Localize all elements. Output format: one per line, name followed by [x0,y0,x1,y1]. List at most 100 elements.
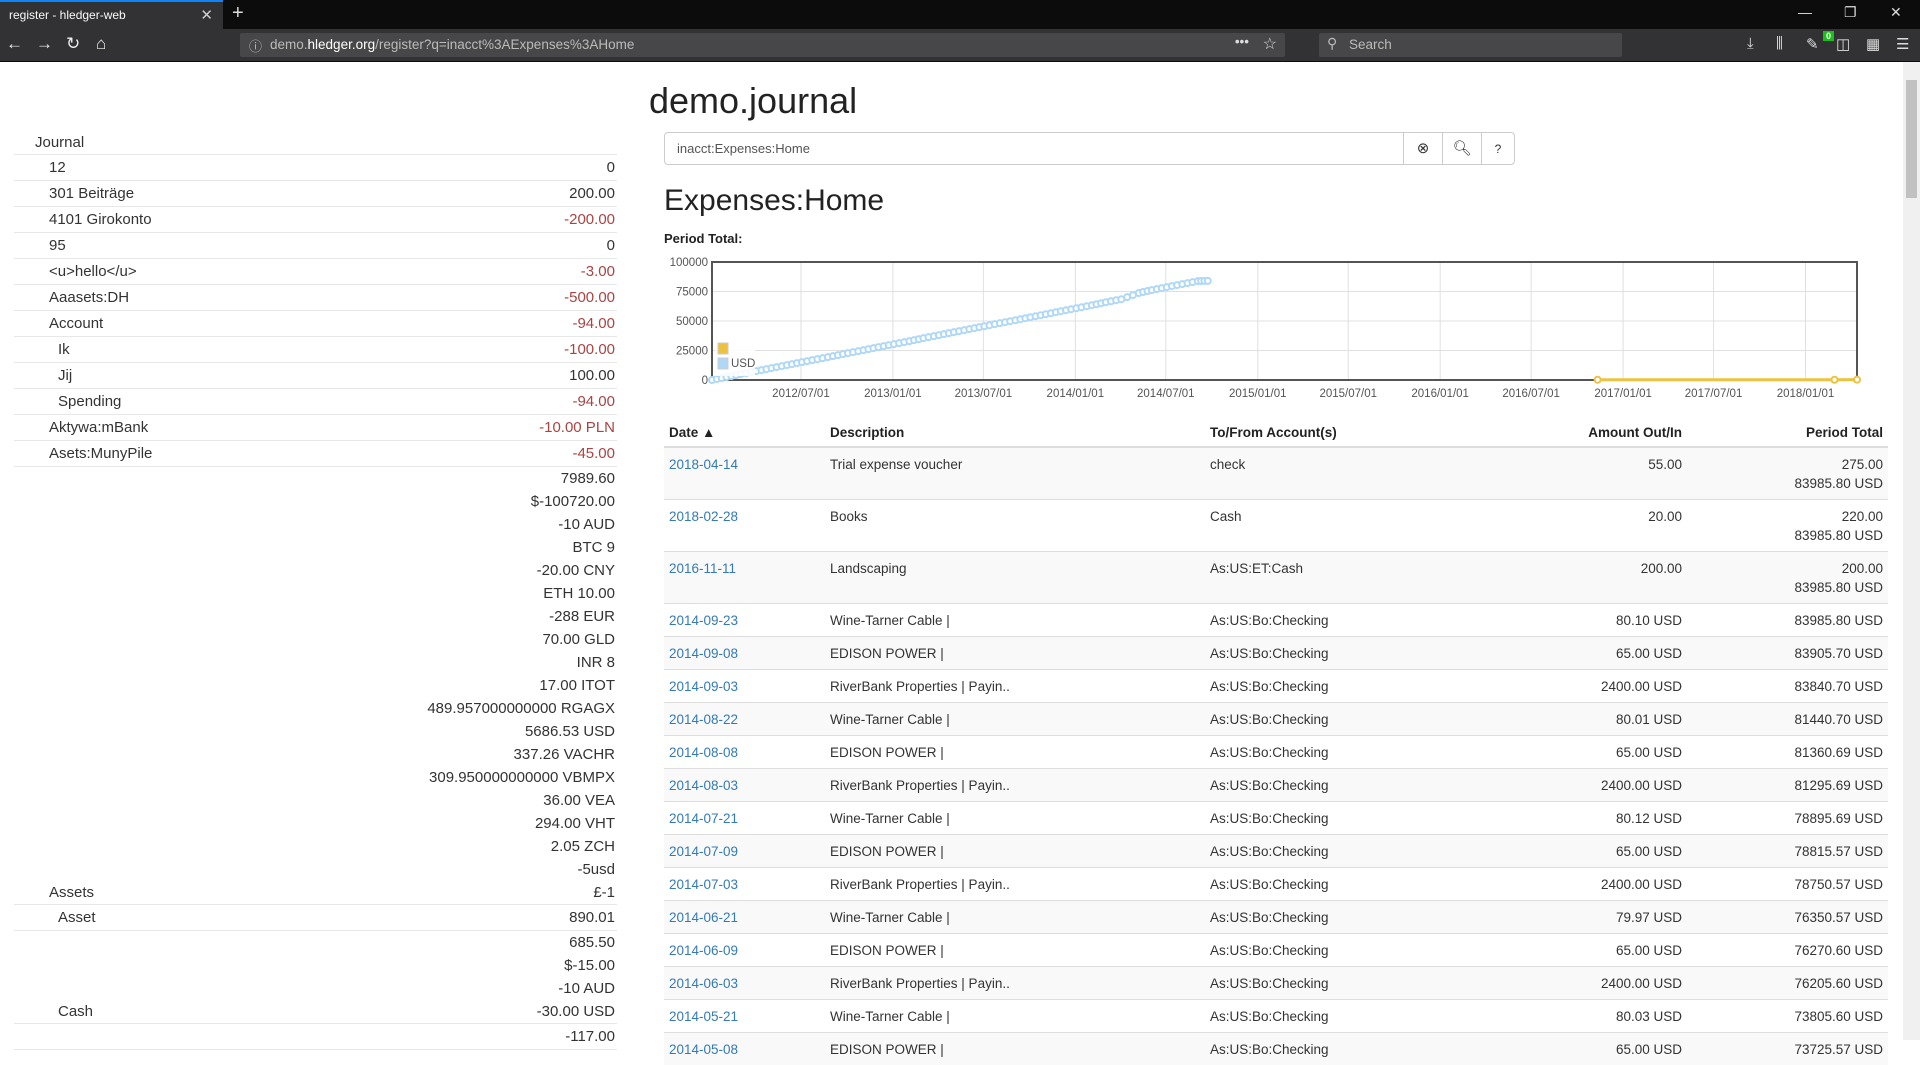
sidebar-journal-link[interactable]: Journal [14,131,269,155]
close-tab-icon[interactable]: ✕ [200,6,213,24]
amount-cell: 2400.00 USD [1425,967,1687,1000]
window-close-icon[interactable]: ✕ [1890,4,1902,21]
page-actions-icon[interactable]: ••• [1235,34,1249,49]
date-cell: 2014-07-21 [664,802,825,835]
sidebar-account-row[interactable]: Aktywa:mBank-10.00 PLN [14,415,617,441]
sidebar-account-row[interactable]: <u>hello</u>-3.00 [14,259,617,285]
period-total-cell: 78895.69 USD [1687,802,1888,835]
customize-icon[interactable]: ▦ [1866,35,1880,53]
tab-title: register - hledger-web [9,8,126,22]
web-search-input[interactable]: ⚲Search [1319,33,1622,57]
sidebar-account-row[interactable]: Asets:MunyPile-45.00 [14,441,617,467]
date-link[interactable]: 2014-07-03 [669,877,738,892]
date-link[interactable]: 2016-11-11 [669,561,736,576]
account-name[interactable]: Asset [14,905,269,931]
scrollbar-thumb[interactable] [1906,80,1917,198]
period-total-cell: 76205.60 USD [1687,967,1888,1000]
info-icon[interactable]: ⓘ [249,36,262,55]
extension-badge: 0 [1823,31,1834,41]
reload-icon[interactable]: ↻ [66,34,80,54]
amount-cell: 2400.00 USD [1425,868,1687,901]
home-icon[interactable]: ⌂ [96,34,106,54]
balance-amount: 685.50 [271,931,615,954]
account-name[interactable]: Aktywa:mBank [14,415,269,441]
date-link[interactable]: 2014-06-09 [669,943,738,958]
sidebar-account-row[interactable]: Ik-100.00 [14,337,617,363]
extension-icon[interactable]: ✎ [1806,35,1819,53]
sidebar-account-row[interactable]: 4101 Girokonto-200.00 [14,207,617,233]
clear-search-button[interactable]: ⊗ [1403,133,1442,164]
download-icon[interactable]: ⤓ [1747,35,1754,52]
restore-icon[interactable]: ❐ [1844,4,1857,21]
library-icon[interactable]: ⫼ [1776,35,1783,52]
x-tick-label: 2018/01/01 [1777,388,1835,400]
date-link[interactable]: 2014-06-03 [669,976,738,991]
back-icon[interactable]: ← [6,34,23,54]
account-name[interactable]: Cash [14,931,269,1024]
amount-cell: 55.00 [1425,447,1687,500]
account-name[interactable]: <u>hello</u> [14,259,269,285]
sidebar-account-row[interactable]: Aaasets:DH-500.00 [14,285,617,311]
date-link[interactable]: 2014-05-21 [669,1009,738,1024]
date-link[interactable]: 2014-07-21 [669,811,738,826]
account-cell: As:US:Bo:Checking [1205,967,1425,1000]
minimize-icon[interactable]: — [1798,4,1812,20]
browser-tab[interactable]: register - hledger-web ✕ [0,0,223,29]
date-link[interactable]: 2014-09-03 [669,679,738,694]
account-cell: Cash [1205,500,1425,552]
forward-icon[interactable]: → [36,34,53,54]
account-name[interactable]: Jij [14,363,269,389]
account-name[interactable]: Assets [14,467,269,905]
new-tab-icon[interactable]: + [232,2,244,25]
period-total-cell: 81295.69 USD [1687,769,1888,802]
account-name[interactable]: 4101 Girokonto [14,207,269,233]
date-link[interactable]: 2014-08-22 [669,712,738,727]
menu-icon[interactable]: ☰ [1896,35,1909,53]
account-name[interactable]: Spending [14,389,269,415]
search-button[interactable]: 🔍︎ [1442,133,1481,164]
balance-amount: 489.957000000000 RGAGX [271,697,615,720]
table-row: 2014-05-21 Wine-Tarner Cable | As:US:Bo:… [664,1000,1888,1033]
account-name[interactable]: Asets:MunyPile [14,441,269,467]
account-name[interactable]: 12 [14,155,269,181]
sidebar-icon[interactable]: ◫ [1836,35,1850,53]
help-button[interactable]: ? [1481,133,1514,164]
account-name[interactable]: Account [14,311,269,337]
date-cell: 2014-06-21 [664,901,825,934]
account-name[interactable]: Aaasets:DH [14,285,269,311]
date-link[interactable]: 2018-04-14 [669,457,738,472]
date-column-header[interactable]: Date ▲ [664,420,825,447]
date-link[interactable]: 2014-08-08 [669,745,738,760]
date-link[interactable]: 2014-05-08 [669,1042,738,1057]
date-cell: 2014-06-03 [664,967,825,1000]
query-input[interactable]: inacct:Expenses:Home [665,133,1403,164]
date-link[interactable]: 2018-02-28 [669,509,738,524]
period-total-line: 83905.70 USD [1692,644,1883,663]
date-link[interactable]: 2014-09-23 [669,613,738,628]
date-link[interactable]: 2014-08-03 [669,778,738,793]
table-row: 2014-07-09 EDISON POWER | As:US:Bo:Check… [664,835,1888,868]
account-name[interactable] [14,1024,269,1050]
date-link[interactable]: 2014-06-21 [669,910,738,925]
balance-amount: 0 [271,234,615,257]
account-balance: -45.00 [269,441,617,467]
sidebar-account-row[interactable]: Spending-94.00 [14,389,617,415]
sidebar-account-row[interactable]: -117.00 [14,1024,617,1050]
date-link[interactable]: 2014-07-09 [669,844,738,859]
date-link[interactable]: 2014-09-08 [669,646,738,661]
account-name[interactable]: Ik [14,337,269,363]
bookmark-star-icon[interactable]: ☆ [1263,34,1277,54]
account-name[interactable]: 95 [14,233,269,259]
period-total-line: 78815.57 USD [1692,842,1883,861]
page-scrollbar[interactable] [1903,62,1920,1040]
sidebar-account-row[interactable]: Account-94.00 [14,311,617,337]
account-name[interactable]: 301 Beiträge [14,181,269,207]
